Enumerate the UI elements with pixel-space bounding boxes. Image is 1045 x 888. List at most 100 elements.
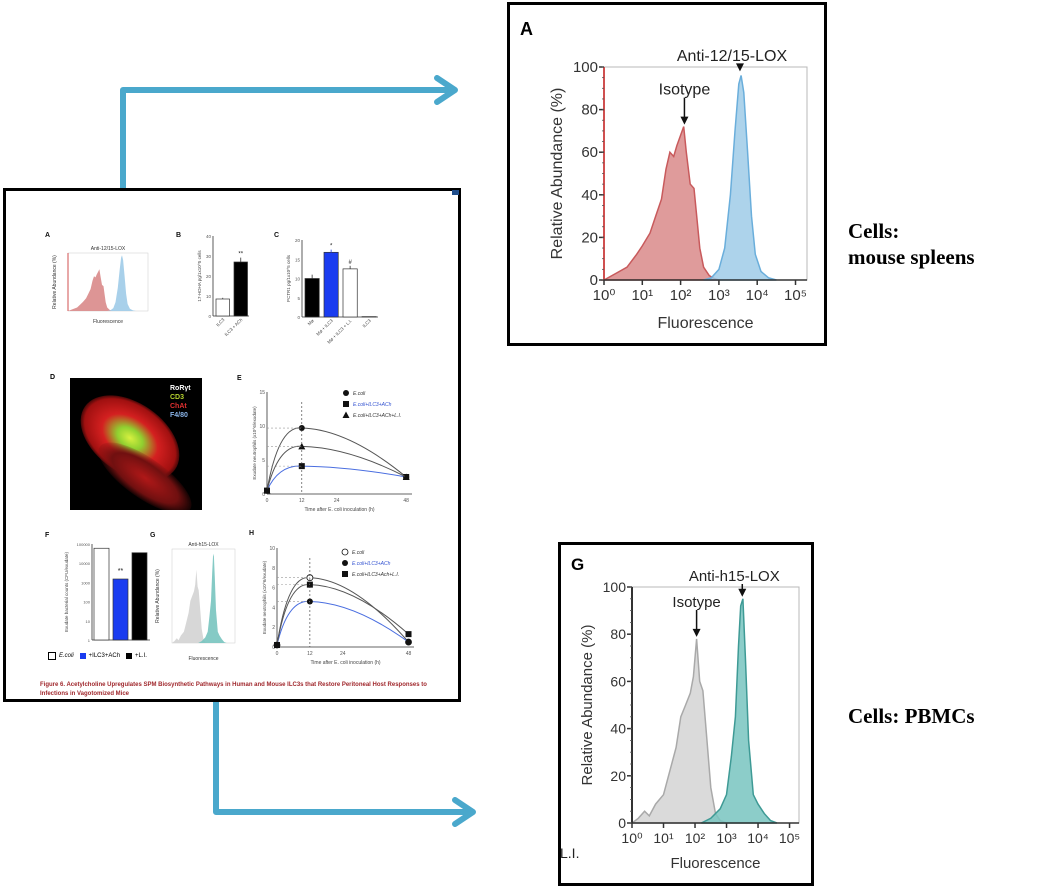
mini-a-title: Anti-12/15-LOX xyxy=(91,246,126,252)
x-tick-label: 48 xyxy=(406,651,412,657)
bar-ilc3 xyxy=(215,298,230,317)
y-axis-label: Relative Abundance (%) xyxy=(579,625,596,786)
y-tick-label: 30 xyxy=(206,254,212,259)
legend-label: E.coli+ILC3+ACh+L.I. xyxy=(353,413,401,419)
mini-a-histogram xyxy=(107,255,136,311)
y-tick-label: 10 xyxy=(86,619,91,624)
legend-swatch-ecoli xyxy=(48,652,56,660)
bar-m-ilc3 xyxy=(323,251,339,318)
y-tick-label: 10 xyxy=(206,294,212,299)
marker-circle xyxy=(298,425,305,432)
mini-a-ylabel: Relative Abundance (%) xyxy=(52,255,58,309)
bar-ilc3-ach xyxy=(233,261,248,317)
x-tick-label: 10⁰ xyxy=(621,830,643,846)
y-tick-label: 60 xyxy=(610,673,626,689)
x-tick-label: 10⁰ xyxy=(593,287,616,304)
x-tick-label: 10¹ xyxy=(653,830,674,846)
human-cells-note: Cells: PBMCs xyxy=(848,704,975,728)
panel-label: G xyxy=(150,532,156,539)
y-tick-label: 8 xyxy=(272,566,275,572)
legend-label: E.coli+ILC3+ACh xyxy=(352,561,391,567)
histogram-anti-h15-lox xyxy=(700,598,778,824)
mini-g-frame xyxy=(171,548,236,644)
x-tick-label: 10⁴ xyxy=(746,287,769,304)
y-tick-label: 100 xyxy=(573,59,598,76)
y-tick-label: 0 xyxy=(297,315,300,320)
y-tick-label: 40 xyxy=(206,234,212,239)
x-tick-label: 12 xyxy=(307,651,313,657)
plot-frame xyxy=(603,66,808,281)
y-tick-label: 0 xyxy=(590,272,598,289)
y-tick-label: 80 xyxy=(581,102,598,119)
panel-label: B xyxy=(176,232,181,239)
histogram-isotype xyxy=(629,638,727,824)
panel-a-label: A xyxy=(520,19,533,39)
mini-g-histogram xyxy=(172,569,208,643)
bar-e-coli xyxy=(93,547,110,641)
mouse-cells-note: Cells: mouse spleens xyxy=(848,219,975,269)
x-tick-label: 10⁵ xyxy=(784,287,807,304)
y-tick-label: 20 xyxy=(610,768,626,784)
y-axis-label: Relative Abundance (%) xyxy=(549,88,566,260)
x-tick-label: 10⁴ xyxy=(747,830,769,846)
legend-marker xyxy=(343,390,349,396)
x-tick-label: 12 xyxy=(299,498,305,504)
legend-label: E.coli xyxy=(352,550,365,556)
y-tick-label: 0 xyxy=(208,314,211,319)
category-label: Mø xyxy=(307,318,315,326)
y-tick-label: 60 xyxy=(581,144,598,161)
x-tick-label: 10³ xyxy=(708,287,730,304)
annotation-label: Isotype xyxy=(659,82,711,99)
y-tick-label: 10 xyxy=(295,277,301,282)
series-line xyxy=(276,600,409,646)
annotation-label: Anti-h15-LOX xyxy=(689,568,780,585)
y-tick-label: 10 xyxy=(259,424,265,430)
x-axis-label: Fluorescence xyxy=(657,315,753,332)
mini-g-ylabel: Relative Abundance (%) xyxy=(155,569,161,623)
figure-caption: Figure 6. Acetylcholine Upregulates SPM … xyxy=(40,682,427,697)
category-label: Mø + ILC3 xyxy=(315,318,334,337)
mini-a-frame xyxy=(67,252,149,312)
x-axis-label: Fluorescence xyxy=(670,855,760,872)
y-tick-label: 100000 xyxy=(77,542,91,547)
y-tick-label: 100 xyxy=(83,600,90,605)
microscopy-legend: RoRγt CD3 ChAt F4/80 xyxy=(170,385,191,419)
mini-g-xlabel: Fluorescence xyxy=(188,656,218,662)
significance-mark: * xyxy=(330,244,333,250)
mini-C-ylabel: PCTR1 pg/1x10^5 cells xyxy=(286,254,291,302)
arrow-to-mouse-panel xyxy=(120,75,458,228)
legend-swatch-li xyxy=(126,653,133,659)
significance-mark: ** xyxy=(238,252,243,258)
y-tick-label: 0 xyxy=(618,815,626,831)
annotation-arrowhead xyxy=(692,628,701,637)
category-label: ILC3 xyxy=(215,317,226,328)
annotation-arrowhead xyxy=(738,588,747,597)
histogram-anti-12-15-lox xyxy=(703,75,777,281)
series-line xyxy=(266,427,407,491)
panel-label: E xyxy=(237,375,242,382)
y-tick-label: 10000 xyxy=(79,561,91,566)
x-tick-label: 10⁵ xyxy=(779,830,800,846)
category-label: ILC3 xyxy=(362,318,373,329)
x-axis-label: Time after E. coli inoculation (h) xyxy=(310,660,380,666)
bar-m- xyxy=(304,278,320,318)
x-tick-label: 0 xyxy=(276,651,279,657)
annotation-label: Anti-12/15-LOX xyxy=(677,48,788,65)
legend-label: E.coli+ILC3+ACh xyxy=(353,402,392,408)
y-tick-label: 20 xyxy=(206,274,212,279)
y-axis-label: Exudate bacterial counts (CFU/exudate) xyxy=(64,551,69,632)
legend-marker xyxy=(343,401,349,407)
plot-frame xyxy=(631,586,800,824)
category-label: ILC3 + ACh xyxy=(224,317,244,337)
marker-circle xyxy=(405,639,412,646)
legend-swatch-ilc3-ach xyxy=(79,653,86,659)
significance-mark: # xyxy=(348,260,352,266)
significance-mark: ** xyxy=(118,568,124,575)
y-axis-label: Exudate neutrophils (x10^6/exudate) xyxy=(262,560,267,634)
legend-marker xyxy=(342,571,348,577)
marker-square xyxy=(405,631,412,638)
legend-marker xyxy=(342,411,350,418)
panel-d-label: D xyxy=(50,374,56,381)
y-tick-label: 4 xyxy=(272,605,275,611)
